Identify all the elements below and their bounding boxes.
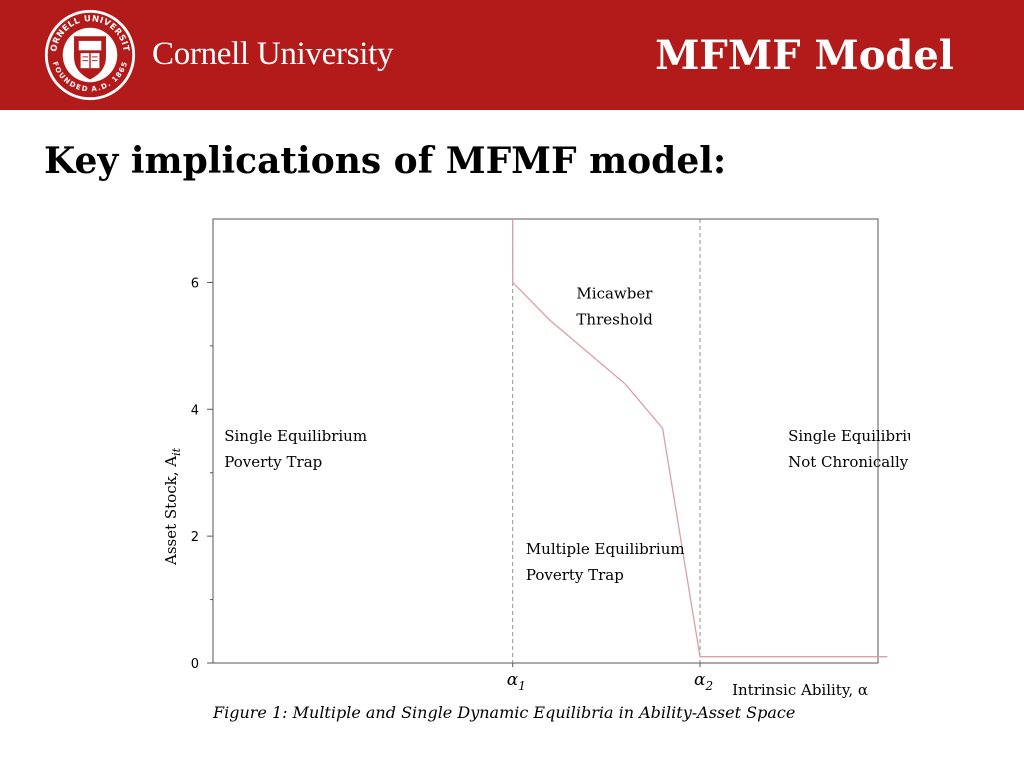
region-annotation: Multiple Equilibrium Poverty Trap	[526, 540, 685, 584]
y-axis-ticks: 0 2 4 6	[191, 276, 213, 672]
model-title: MFMF Model	[655, 32, 954, 79]
ability-asset-chart: 0 2 4 6 α1 α2 Micawber Threshold Single Equili…	[162, 218, 910, 699]
y-tick-label: 0	[191, 657, 199, 672]
university-wordmark: Cornell University	[152, 36, 394, 72]
micawber-threshold-line	[512, 219, 888, 658]
region-annotation: Micawber Threshold	[576, 284, 653, 328]
y-axis-label: Asset Stock, Ait	[162, 447, 183, 566]
y-tick-label: 2	[191, 530, 199, 545]
threshold-vlines	[512, 219, 701, 663]
x-axis-label: Intrinsic Ability, α	[732, 681, 868, 699]
plot-border	[212, 218, 879, 664]
header-bar: CORNELL UNIVERSITY FOUNDED A.D. 1865 Cor…	[0, 0, 1024, 110]
x-tick-label: α1	[507, 670, 526, 693]
x-axis-ticks: α1 α2	[507, 663, 713, 693]
region-annotation: Single Equilibrium,Not Chronically Poor	[788, 427, 910, 471]
cornell-seal-logo[interactable]: CORNELL UNIVERSITY FOUNDED A.D. 1865	[43, 8, 137, 102]
y-tick-label: 4	[191, 403, 199, 418]
series-group	[512, 219, 888, 658]
region-annotation: Single Equilibrium Poverty Trap	[224, 427, 367, 471]
y-tick-label: 6	[191, 276, 199, 291]
region-annotations: Micawber Threshold Single Equilibrium Pover…	[224, 284, 910, 584]
x-tick-label: α2	[694, 670, 713, 693]
figure-caption: Figure 1: Multiple and Single Dynamic Eq…	[213, 703, 796, 722]
page-title: Key implications of MFMF model:	[44, 140, 727, 182]
plot-frame	[212, 218, 879, 664]
